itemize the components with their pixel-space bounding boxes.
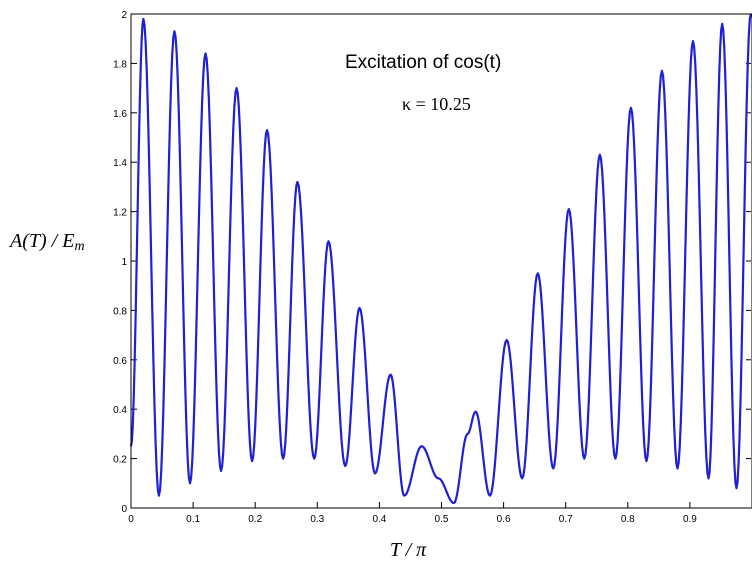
y-axis-label: A(T) / Em — [8, 230, 85, 254]
y-tick-label: 1.8 — [113, 59, 127, 70]
x-tick-label: 0.1 — [186, 514, 200, 525]
series-line — [129, 13, 752, 505]
ticks-layer: 0 0.1 0.2 0.3 0.4 0.5 0.6 0.7 0.8 0.9 0 0.2 0.4 0.6 0.… — [113, 10, 751, 525]
y-tick-label: 0 — [121, 504, 127, 515]
y-tick-label: 0.4 — [113, 405, 127, 416]
annotation-title: Excitation of cos(t) — [345, 52, 501, 73]
y-tick-label: 2 — [121, 10, 127, 21]
annotation-kappa: κ = 10.25 — [402, 94, 471, 114]
x-tick-label: 0 — [128, 514, 134, 525]
x-axis-label: T / π — [390, 539, 427, 561]
y-tick-label: 0.2 — [113, 455, 127, 466]
y-tick-label: 1.2 — [113, 208, 127, 219]
x-tick-label: 0.2 — [248, 514, 262, 525]
x-tick-label: 0.4 — [372, 514, 386, 525]
x-tick-label: 0.5 — [435, 514, 449, 525]
y-axis-label-main: A(T) / E — [8, 230, 74, 252]
x-tick-label: 0.7 — [559, 514, 573, 525]
x-tick-label: 0.8 — [621, 514, 635, 525]
x-tick-label: 0.6 — [497, 514, 511, 525]
y-tick-label: 1 — [121, 257, 127, 268]
y-tick-label: 1.4 — [113, 158, 127, 169]
y-tick-label: 0.6 — [113, 356, 127, 367]
plot-frame — [130, 13, 752, 509]
y-tick-label: 1.6 — [113, 109, 127, 120]
y-tick-label: 0.8 — [113, 306, 127, 317]
y-axis-label-sub: m — [74, 239, 84, 254]
x-tick-label: 0.9 — [683, 514, 697, 525]
x-tick-label: 0.3 — [310, 514, 324, 525]
